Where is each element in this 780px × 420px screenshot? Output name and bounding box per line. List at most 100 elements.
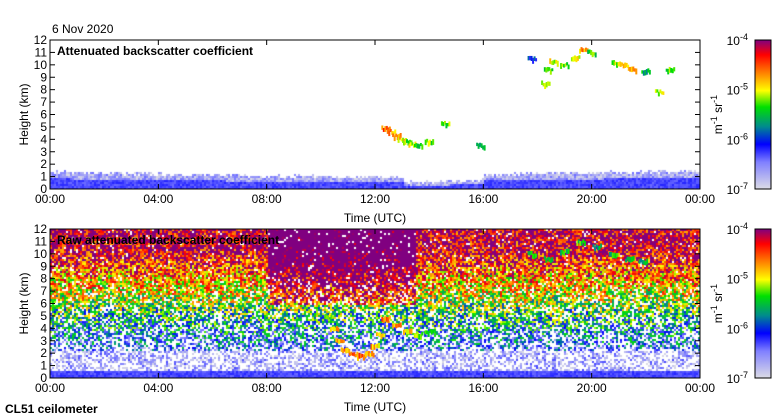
y-tick-label: 7 <box>40 284 47 298</box>
backscatter-feature <box>339 338 342 343</box>
backscatter-feature <box>561 63 564 67</box>
colorbar-tick-label: 10-4 <box>727 32 748 48</box>
backscatter-feature <box>370 343 373 350</box>
backscatter-feature <box>598 245 601 250</box>
backscatter-feature <box>384 126 387 132</box>
backscatter-feature <box>396 134 399 141</box>
backscatter-feature <box>611 252 614 259</box>
backscatter-feature <box>644 261 647 266</box>
backscatter-feature <box>567 64 570 70</box>
backscatter-feature <box>631 256 634 262</box>
y-tick-label: 11 <box>35 45 48 59</box>
backscatter-feature <box>396 323 399 328</box>
backscatter-feature <box>591 51 594 58</box>
backscatter-feature <box>660 91 663 95</box>
backscatter-feature <box>334 327 337 332</box>
colorbar-tick-label: 10-6 <box>727 131 748 147</box>
backscatter-feature <box>427 140 430 147</box>
backscatter-feature <box>391 131 394 135</box>
backscatter-feature <box>592 244 595 248</box>
backscatter-feature <box>622 63 625 69</box>
backscatter-feature <box>387 127 390 132</box>
backscatter-feature <box>616 252 619 258</box>
backscatter-feature <box>535 253 538 258</box>
backscatter-feature <box>404 329 407 333</box>
backscatter-feature <box>575 56 578 63</box>
backscatter-feature <box>387 317 390 323</box>
cloud-features <box>324 239 649 361</box>
backscatter-feature <box>446 123 449 127</box>
backscatter-feature <box>356 355 359 361</box>
backscatter-feature <box>582 239 585 244</box>
colorbar-tick-label: 10-7 <box>727 181 748 197</box>
backscatter-feature <box>476 142 479 147</box>
backscatter-feature <box>392 323 395 329</box>
backscatter-feature <box>590 50 593 56</box>
backscatter-feature <box>358 352 361 359</box>
backscatter-feature <box>375 344 377 348</box>
backscatter-feature <box>530 55 533 61</box>
backscatter-feature <box>625 258 628 263</box>
backscatter-feature <box>421 144 424 150</box>
backscatter-feature <box>624 62 627 69</box>
backscatter-feature <box>625 62 628 68</box>
backscatter-feature <box>406 139 408 143</box>
backscatter-feature <box>413 332 416 338</box>
backscatter-feature <box>621 62 624 66</box>
y-tick-label: 3 <box>40 145 47 159</box>
backscatter-feature <box>549 58 552 64</box>
backscatter-feature <box>416 143 419 149</box>
x-axis-label: Time (UTC) <box>344 211 406 225</box>
backscatter-feature <box>403 141 405 146</box>
backscatter-feature <box>548 257 551 262</box>
backscatter-feature <box>380 333 383 340</box>
backscatter-feature <box>348 349 351 354</box>
backscatter-feature <box>386 129 389 134</box>
backscatter-feature <box>385 125 388 130</box>
backscatter-feature <box>366 351 369 356</box>
backscatter-feature <box>551 256 554 262</box>
panel-title: Raw attenuated backscatter coefficient <box>57 233 279 247</box>
backscatter-feature <box>397 137 400 143</box>
backscatter-feature <box>372 352 375 358</box>
backscatter-feature <box>399 136 402 140</box>
backscatter-feature <box>348 352 351 356</box>
backscatter-feature <box>388 130 391 137</box>
backscatter-feature <box>361 353 364 358</box>
backscatter-feature <box>354 353 357 358</box>
backscatter-feature <box>555 59 558 64</box>
y-tick-label: 0 <box>40 371 47 385</box>
backscatter-feature <box>579 48 582 54</box>
x-tick-label: 12:00 <box>360 381 390 395</box>
backscatter-feature <box>372 344 374 350</box>
backscatter-feature <box>643 260 646 265</box>
backscatter-feature <box>580 241 583 246</box>
y-tick-label: 7 <box>40 95 47 109</box>
backscatter-feature <box>430 140 433 146</box>
backscatter-feature <box>542 82 545 87</box>
backscatter-feature <box>638 259 641 264</box>
backscatter-feature <box>432 139 435 145</box>
colorbar-tick-label: 10-5 <box>727 271 748 287</box>
backscatter-feature <box>338 338 341 344</box>
backscatter-feature <box>371 350 374 357</box>
backscatter-feature <box>648 69 651 75</box>
backscatter-feature <box>613 252 616 259</box>
backscatter-feature <box>543 67 546 72</box>
backscatter-feature <box>416 332 419 338</box>
y-tick-label: 11 <box>35 234 48 248</box>
backscatter-feature <box>564 249 567 253</box>
y-tick-label: 2 <box>40 346 47 360</box>
colorbar-tick-label: 10-7 <box>727 370 748 386</box>
backscatter-feature <box>628 256 631 262</box>
backscatter-feature <box>529 55 532 61</box>
y-tick-label: 4 <box>40 132 47 146</box>
backscatter-feature <box>392 131 395 136</box>
panel-title: Attenuated backscatter coefficient <box>57 44 253 58</box>
y-tick-label: 1 <box>40 170 47 184</box>
backscatter-feature <box>644 69 647 76</box>
backscatter-feature <box>426 330 429 335</box>
backscatter-feature <box>632 66 635 72</box>
backscatter-feature <box>594 246 597 252</box>
backscatter-feature <box>530 250 533 255</box>
